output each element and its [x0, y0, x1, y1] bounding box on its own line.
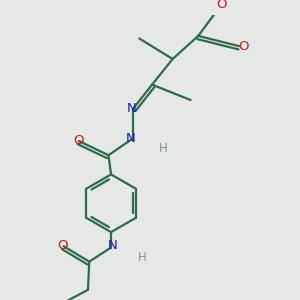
- Text: H: H: [159, 142, 168, 155]
- Text: O: O: [73, 134, 83, 147]
- Text: O: O: [57, 239, 68, 252]
- Text: H: H: [138, 251, 147, 264]
- Text: O: O: [216, 0, 226, 11]
- Text: O: O: [238, 40, 248, 53]
- Text: N: N: [126, 132, 136, 145]
- Text: N: N: [127, 102, 137, 115]
- Text: N: N: [108, 239, 118, 252]
